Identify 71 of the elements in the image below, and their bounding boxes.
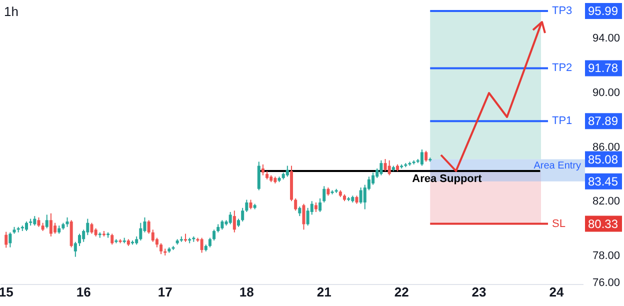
candlestick xyxy=(220,220,224,230)
candlestick xyxy=(33,216,36,226)
candlestick xyxy=(306,207,310,226)
annotation: 91.78 xyxy=(588,61,618,76)
candlestick xyxy=(245,199,248,212)
candlestick xyxy=(110,233,114,246)
annotation: 87.89 xyxy=(588,114,618,128)
candlestick xyxy=(212,229,216,242)
candlestick xyxy=(322,186,326,203)
y-tick-label: 86.00 xyxy=(592,141,620,154)
candlestick xyxy=(208,237,212,248)
candlestick xyxy=(420,148,424,166)
x-tick-label: 21 xyxy=(316,284,332,300)
candlestick xyxy=(384,158,387,172)
candlestick xyxy=(66,216,69,228)
annotation: 85.08 xyxy=(588,152,618,166)
y-tick-label: 90.00 xyxy=(592,86,620,99)
annotation: 80.33 xyxy=(588,216,618,231)
candlestick xyxy=(372,172,375,186)
x-tick-label: 15 xyxy=(0,284,14,300)
x-tick-label: 18 xyxy=(239,284,254,300)
candlestick xyxy=(78,233,81,246)
y-tick-label: 78.00 xyxy=(592,250,620,262)
x-tick-label: 22 xyxy=(394,284,409,300)
candlestick xyxy=(49,212,52,237)
candlestick xyxy=(232,210,236,233)
candlestick xyxy=(249,199,252,210)
candlestick xyxy=(314,202,318,212)
candlestick xyxy=(359,187,362,204)
ref-line-label: TP3 xyxy=(552,5,572,18)
x-tick-label: 16 xyxy=(76,284,91,300)
candlestick xyxy=(74,241,77,258)
annotation: 83.45 xyxy=(588,174,618,188)
candlestick xyxy=(286,165,289,178)
candlestick xyxy=(54,222,57,234)
candlestick xyxy=(90,222,94,234)
candlestick xyxy=(160,242,163,255)
ref-line-label: SL xyxy=(552,218,566,230)
candlestick xyxy=(380,160,383,176)
candlestick xyxy=(424,150,428,162)
candlestick xyxy=(4,231,8,248)
ref-line-label: TP1 xyxy=(552,115,572,128)
candlestick xyxy=(294,198,298,212)
y-tick-label: 82.00 xyxy=(592,196,620,208)
candlestick xyxy=(241,207,244,222)
candlestick xyxy=(257,161,260,191)
series-label: Area Support xyxy=(412,172,482,185)
candlestick xyxy=(302,203,306,230)
candlestick xyxy=(200,237,204,254)
candlestick xyxy=(37,216,40,228)
ref-line-label: TP2 xyxy=(552,62,572,74)
y-tick-label: 76.00 xyxy=(592,277,620,290)
y-tick-label: 94.00 xyxy=(592,32,620,45)
candlestick xyxy=(139,222,142,242)
x-tick-label: 17 xyxy=(158,284,172,300)
candlestick xyxy=(388,160,391,176)
candlestick xyxy=(228,211,232,225)
candlestick xyxy=(147,220,150,234)
candlestick xyxy=(261,164,264,176)
candlestick xyxy=(298,206,302,217)
candlestick xyxy=(25,220,28,232)
x-tick-label: 23 xyxy=(472,284,486,300)
candlestick xyxy=(318,198,322,212)
band-label: Area Entry xyxy=(534,160,581,172)
chart-title: 1h xyxy=(4,4,18,19)
candlestick xyxy=(86,218,90,236)
candlestick xyxy=(151,229,154,242)
candlestick xyxy=(8,232,12,248)
annotation: 95.99 xyxy=(588,4,618,18)
x-tick-label: 24 xyxy=(549,284,564,300)
candlestick xyxy=(45,214,48,229)
